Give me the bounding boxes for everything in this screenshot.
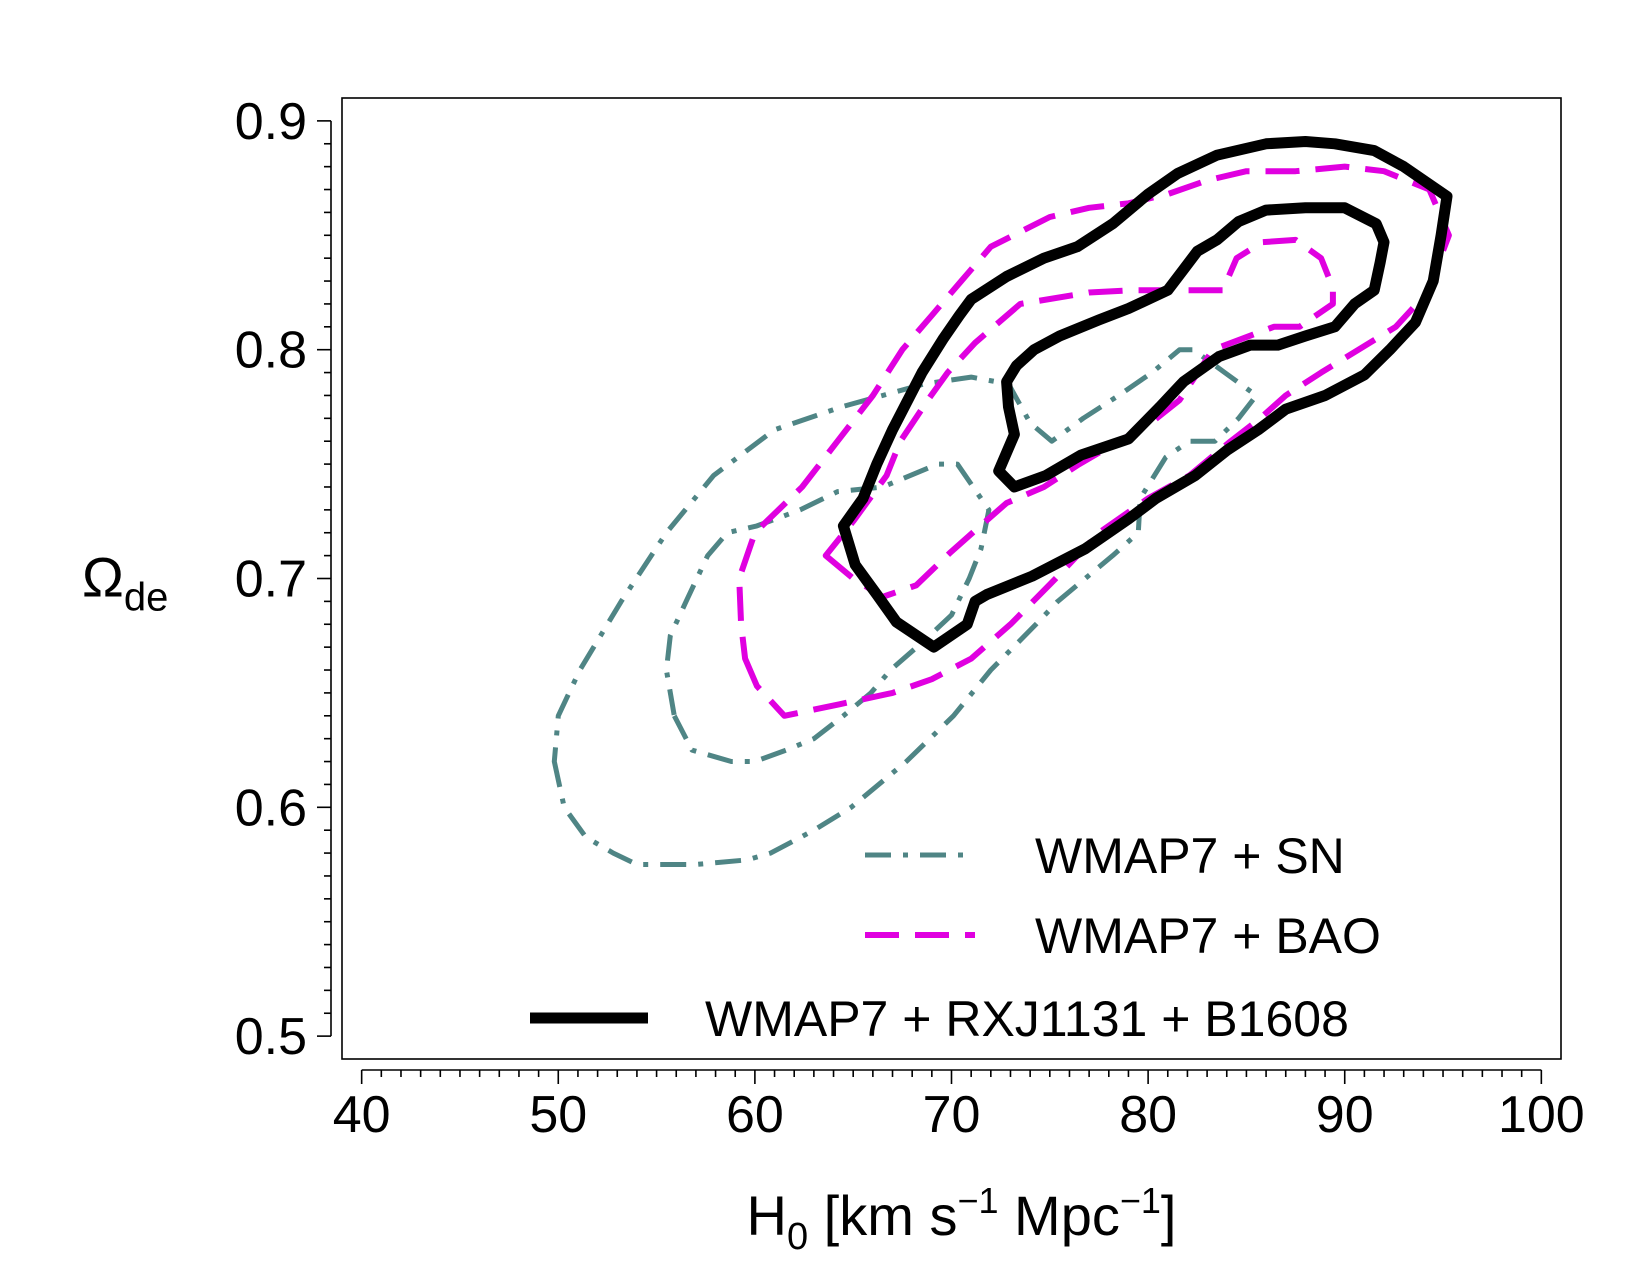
legend-label-3: WMAP7 + RXJ1131 + B1608 <box>705 991 1349 1047</box>
plot-frame <box>341 97 1562 1060</box>
y-label-main: Ω <box>82 546 124 609</box>
legend: WMAP7 + SN WMAP7 + BAO WMAP7 + RXJ1131 + B… <box>530 828 1381 1047</box>
x-axis-label: H0 [km s−1 Mpc−1] <box>747 1180 1177 1258</box>
legend-label-2: WMAP7 + BAO <box>1035 908 1381 964</box>
contour-1-1 <box>551 347 1259 867</box>
x-tick-label: 60 <box>726 1086 784 1144</box>
y-tick-label: 0.5 <box>235 1008 307 1066</box>
contour-2-2 <box>822 236 1336 600</box>
x-label-sup1: −1 <box>957 1180 998 1221</box>
x-axis: 40 50 60 70 80 90 100 <box>333 1069 1585 1144</box>
x-tick-label: 50 <box>529 1086 587 1144</box>
x-label-sup2: −1 <box>1120 1180 1161 1221</box>
contour-3-1 <box>837 136 1453 653</box>
x-tick-label: 40 <box>333 1086 391 1144</box>
x-label-sub: 0 <box>787 1216 808 1258</box>
x-tick-label: 70 <box>923 1086 981 1144</box>
contour-1-2 <box>663 461 992 764</box>
y-tick-label: 0.7 <box>235 551 307 609</box>
contour-2-1 <box>736 163 1452 719</box>
legend-label-1: WMAP7 + SN <box>1035 828 1345 884</box>
x-label-mid: Mpc <box>999 1184 1120 1247</box>
y-tick-label: 0.6 <box>235 779 307 837</box>
x-label-main: H <box>747 1184 787 1247</box>
y-axis: 0.5 0.6 0.7 0.8 0.9 <box>235 93 332 1066</box>
x-tick-label: 100 <box>1498 1086 1585 1144</box>
contour-3-2 <box>993 202 1390 493</box>
x-tick-label: 90 <box>1316 1086 1374 1144</box>
x-label-close: ] <box>1161 1184 1177 1247</box>
y-label-sub: de <box>124 576 169 620</box>
y-tick-label: 0.8 <box>235 322 307 380</box>
x-tick-label: 80 <box>1119 1086 1177 1144</box>
contours-layer <box>551 136 1453 867</box>
x-label-open: [km s <box>808 1184 957 1247</box>
y-axis-label: Ωde <box>82 546 168 620</box>
y-tick-label: 0.9 <box>235 93 307 151</box>
